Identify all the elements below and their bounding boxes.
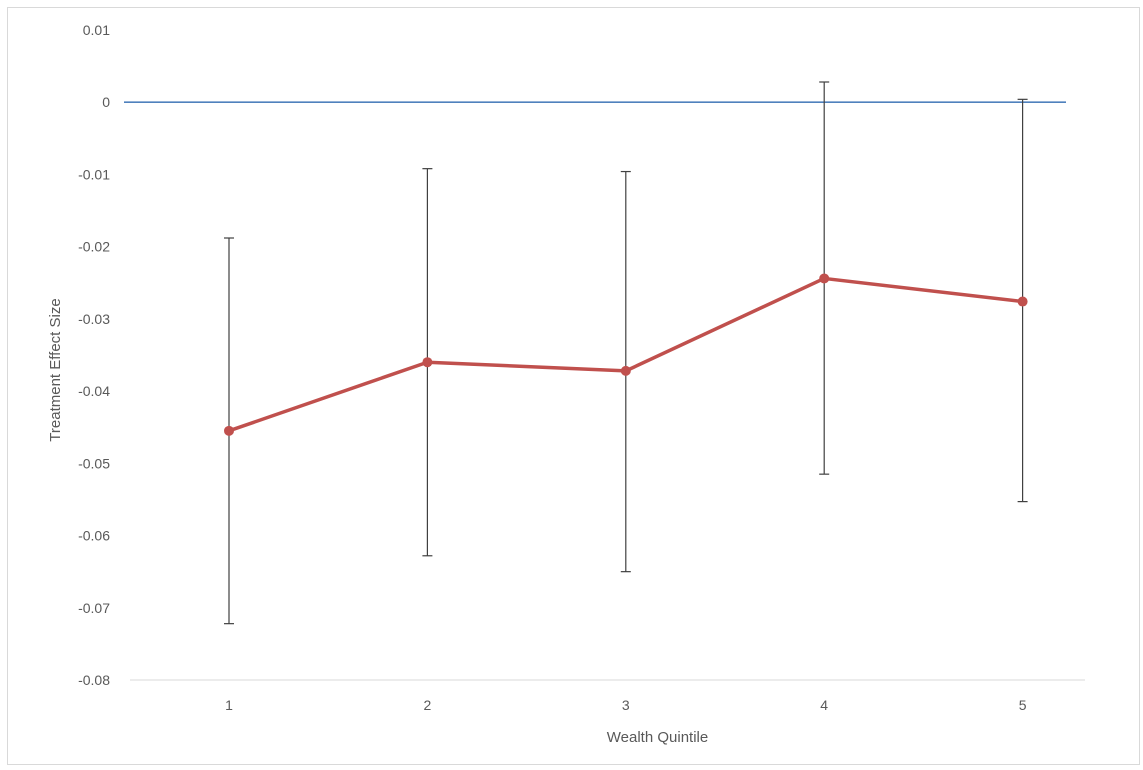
- data-point: [1017, 296, 1028, 307]
- y-tick-label: 0: [102, 94, 110, 110]
- x-tick-label: 1: [225, 697, 233, 713]
- y-tick-label: -0.08: [78, 672, 110, 688]
- y-axis-title: Treatment Effect Size: [47, 298, 64, 441]
- x-tick-label: 3: [622, 697, 630, 713]
- y-tick-label: -0.06: [78, 528, 110, 544]
- x-axis-title: Wealth Quintile: [607, 729, 708, 746]
- y-tick-label: -0.07: [78, 600, 110, 616]
- chart-frame: [7, 7, 1140, 765]
- y-tick-label: 0.01: [83, 22, 110, 38]
- x-tick-label: 2: [424, 697, 432, 713]
- y-tick-label: -0.05: [78, 455, 110, 471]
- y-tick-label: -0.03: [78, 311, 110, 327]
- data-point: [224, 425, 234, 436]
- y-tick-label: -0.04: [78, 383, 110, 399]
- data-point: [620, 365, 631, 376]
- y-tick-label: -0.01: [78, 166, 110, 182]
- x-tick-label: 5: [1019, 697, 1027, 713]
- data-point: [819, 273, 830, 284]
- x-tick-label: 4: [820, 697, 828, 713]
- y-tick-label: -0.02: [78, 239, 110, 255]
- data-point: [422, 357, 433, 368]
